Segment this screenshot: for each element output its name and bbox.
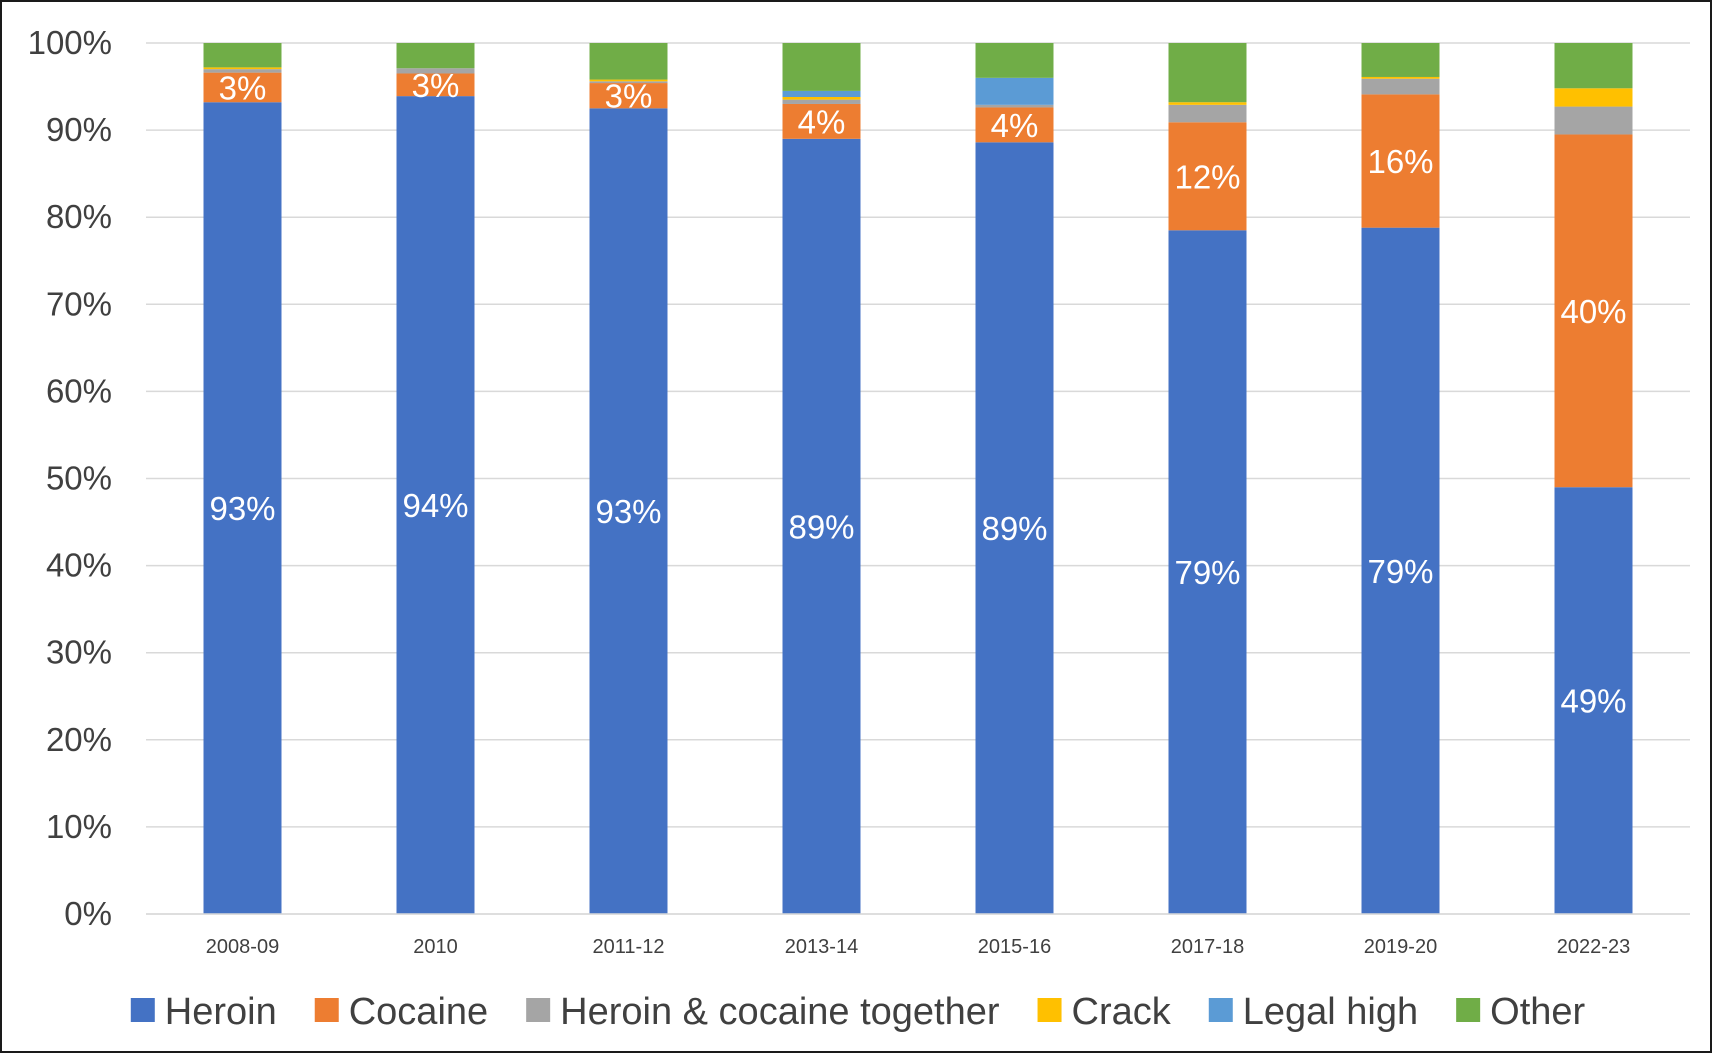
x-tick-label: 2008-09 (206, 936, 279, 958)
x-tick-label: 2015-16 (978, 936, 1051, 958)
data-label-heroin: 79% (1367, 553, 1433, 590)
bar-segment-crack (783, 97, 861, 100)
legend-swatch-heroin-and-cocaine-together (526, 998, 550, 1022)
gridlines (146, 43, 1690, 914)
legend-label-crack: Crack (1072, 991, 1172, 1033)
legend-label-other: Other (1490, 991, 1585, 1033)
data-label-cocaine: 4% (798, 103, 846, 140)
legend-swatch-crack (1038, 998, 1062, 1022)
bar-segment-other (204, 43, 282, 67)
y-tick-label: 60% (46, 372, 112, 409)
bar-segment-crack (1362, 77, 1440, 79)
bar-segment-crack (1169, 102, 1247, 105)
bar-segment-legal-high (783, 91, 861, 97)
legend-label-heroin-and-cocaine-together: Heroin & cocaine together (560, 991, 1000, 1033)
bar-segment-other (1169, 43, 1247, 102)
data-label-cocaine: 12% (1174, 158, 1240, 195)
bar-segment-other (590, 43, 668, 80)
legend-label-legal-high: Legal high (1243, 991, 1418, 1033)
bar-segment-other (976, 43, 1054, 78)
x-tick-label: 2010 (413, 936, 458, 958)
bar-segment-heroin-and-cocaine-together (1362, 79, 1440, 95)
data-label-heroin: 49% (1560, 683, 1626, 720)
x-tick-label: 2017-18 (1171, 936, 1244, 958)
y-tick-label: 10% (46, 808, 112, 845)
data-label-heroin: 79% (1174, 554, 1240, 591)
data-label-cocaine: 3% (605, 78, 653, 115)
bar-segment-heroin-and-cocaine-together (1169, 105, 1247, 122)
data-label-heroin: 94% (402, 487, 468, 524)
y-tick-label: 80% (46, 198, 112, 235)
data-label-cocaine: 3% (219, 69, 267, 106)
x-axis: 2008-09 2010 2011-12 2013-14 2015-16 2017-18 2… (146, 914, 1690, 958)
y-tick-label: 50% (46, 460, 112, 497)
x-tick-label: 2013-14 (785, 936, 858, 958)
bar-segment-legal-high (976, 78, 1054, 105)
y-tick-label: 20% (46, 721, 112, 758)
data-label-cocaine: 40% (1560, 293, 1626, 330)
data-label-cocaine: 4% (991, 107, 1039, 144)
x-tick-label: 2019-20 (1364, 936, 1437, 958)
bar-segment-other (1555, 43, 1633, 88)
data-label-heroin: 93% (209, 490, 275, 527)
y-tick-label: 90% (46, 111, 112, 148)
data-label-heroin: 89% (788, 508, 854, 545)
legend-label-heroin: Heroin (165, 991, 277, 1033)
legend-swatch-other (1456, 998, 1480, 1022)
data-label-cocaine: 16% (1367, 143, 1433, 180)
legend-swatch-cocaine (315, 998, 339, 1022)
x-tick-label: 2022-23 (1557, 936, 1630, 958)
legend-swatch-legal-high (1209, 998, 1233, 1022)
y-tick-label: 30% (46, 634, 112, 671)
bar-segment-other (783, 43, 861, 91)
bar-segment-other (397, 43, 475, 68)
bar-segment-other (1362, 43, 1440, 77)
bar-segment-crack (1555, 88, 1633, 106)
bar-segment-heroin-and-cocaine-together (1555, 107, 1633, 135)
data-label-cocaine: 3% (412, 67, 460, 104)
legend: Heroin Cocaine Heroin & cocaine together Cr… (131, 991, 1586, 1033)
data-label-heroin: 93% (595, 493, 661, 530)
legend-swatch-heroin (131, 998, 155, 1022)
y-tick-label: 100% (28, 24, 112, 61)
legend-label-cocaine: Cocaine (349, 991, 488, 1033)
x-tick-label: 2011-12 (593, 936, 665, 958)
y-tick-label: 40% (46, 547, 112, 584)
y-axis: 0% 10% 20% 30% 40% 50% 60% 70% 80% 90% 100% (28, 24, 112, 932)
y-tick-label: 70% (46, 285, 112, 322)
y-tick-label: 0% (64, 895, 112, 932)
data-label-heroin: 89% (981, 510, 1047, 547)
